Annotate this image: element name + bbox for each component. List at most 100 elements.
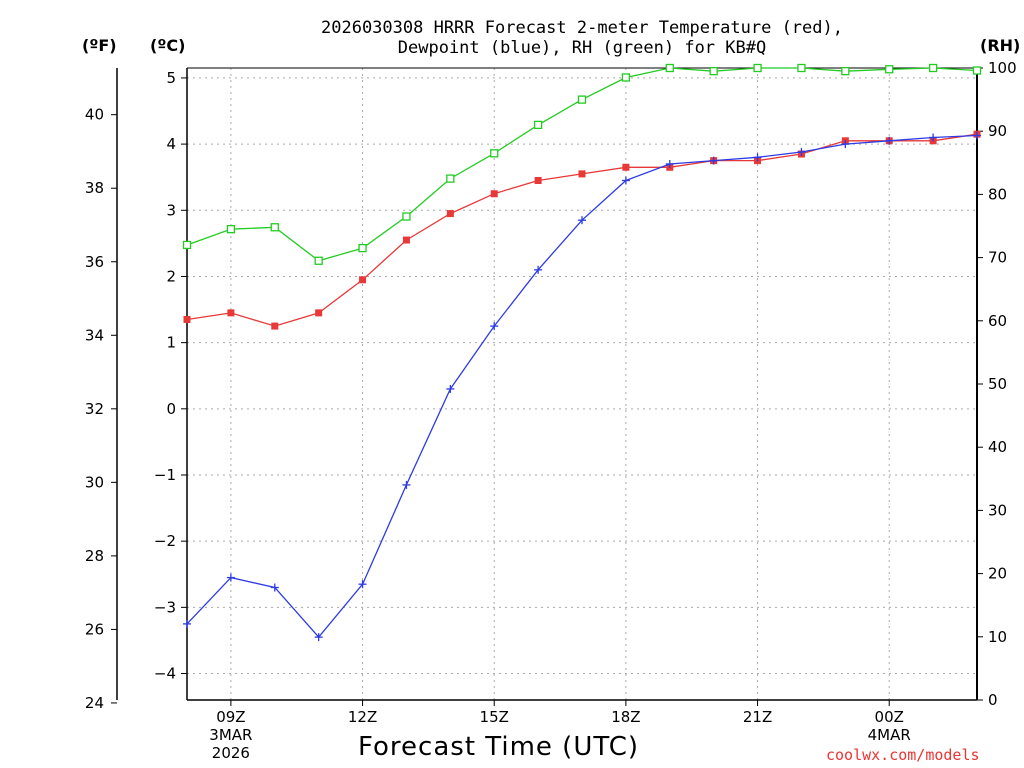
dewpoint-point (578, 216, 586, 225)
data-series (182, 63, 982, 642)
x-year-label: 2026 (212, 744, 250, 762)
chart-title-line-2: Dewpoint (blue), RH (green) for KB#Q (397, 38, 767, 58)
temperature-point (359, 276, 367, 284)
fahrenheit-tick-label: 24 (85, 694, 104, 712)
rh-tick-label: 10 (988, 628, 1007, 646)
rh-point (972, 66, 982, 75)
dewpoint-point (314, 633, 323, 642)
dewpoint-point (490, 322, 499, 331)
x-axis-title: Forecast Time (UTC) (358, 732, 640, 762)
temperature-point (446, 210, 454, 218)
fahrenheit-tick-label: 32 (85, 400, 104, 418)
rh-tick-label: 90 (988, 122, 1007, 140)
rh-point (490, 149, 499, 158)
rh-point (841, 67, 850, 76)
rh-point (577, 95, 587, 104)
rh-point (358, 243, 367, 253)
x-tick-label: 12Z (348, 708, 377, 726)
rh-point (665, 63, 674, 73)
celsius-tick-label: 3 (166, 201, 176, 219)
fahrenheit-axis-unit: (ºF) (82, 36, 117, 55)
dewpoint-point (621, 176, 630, 185)
temperature-point (622, 163, 630, 171)
temperature-point (271, 322, 279, 330)
rh-tick-label: 50 (988, 375, 1007, 393)
celsius-tick-label: −1 (154, 466, 176, 484)
fahrenheit-tick-label: 28 (85, 547, 104, 565)
dewpoint-point (183, 619, 191, 628)
temperature-point (315, 309, 323, 317)
celsius-tick-label: 1 (166, 334, 176, 352)
rh-point (797, 63, 806, 73)
temperature-point (402, 236, 410, 244)
rh-point (928, 63, 938, 73)
rh-tick-label: 30 (988, 501, 1007, 519)
chart-title-line-1: 2026030308 HRRR Forecast 2-meter Tempera… (321, 18, 843, 38)
x-date-label: 4MAR (868, 726, 911, 744)
dewpoint-point (402, 480, 411, 489)
x-tick-label: 15Z (480, 708, 509, 726)
rh-tick-label: 70 (988, 249, 1007, 267)
dewpoint-point (446, 384, 455, 393)
fahrenheit-tick-label: 40 (85, 106, 104, 124)
rh-point (709, 67, 718, 76)
axes (116, 67, 978, 701)
dewpoint-point (797, 148, 806, 157)
rh-point (533, 120, 543, 130)
rh-point (270, 223, 279, 232)
rh-tick-label: 60 (988, 312, 1007, 330)
rh-point (446, 174, 455, 183)
rh-point (402, 212, 411, 221)
dewpoint-point (753, 153, 762, 162)
temperature-point (183, 315, 191, 323)
rh-point (753, 63, 762, 73)
fahrenheit-tick-label: 30 (85, 473, 104, 491)
rh-point (226, 225, 236, 234)
celsius-tick-label: −3 (154, 598, 176, 616)
temperature-point (490, 190, 498, 198)
x-tick-label: 00Z (875, 708, 904, 726)
rh-tick-label: 0 (988, 691, 998, 709)
temperature-line (186, 133, 978, 327)
rh-tick-label: 20 (988, 565, 1007, 583)
grid-lines (187, 68, 977, 700)
rh-tick-label: 100 (988, 59, 1017, 77)
temperature-point (578, 170, 586, 178)
dewpoint-point (929, 133, 938, 142)
fahrenheit-tick-label: 26 (85, 620, 104, 638)
x-tick-label: 21Z (743, 708, 772, 726)
dewpoint-point (885, 136, 894, 145)
rh-axis-unit: (RH) (980, 36, 1021, 55)
temperature-point (227, 309, 235, 317)
rh-point (314, 256, 323, 265)
x-tick-label: 18Z (611, 708, 640, 726)
fahrenheit-tick-label: 38 (85, 179, 104, 197)
rh-tick-label: 40 (988, 438, 1007, 456)
rh-tick-label: 80 (988, 185, 1007, 203)
celsius-tick-label: 4 (166, 135, 176, 153)
celsius-tick-label: 5 (166, 69, 176, 87)
x-date-label: 3MAR (209, 726, 252, 744)
dewpoint-point (534, 265, 543, 274)
dewpoint-point (973, 131, 981, 140)
dewpoint-point (709, 156, 718, 165)
fahrenheit-tick-label: 36 (85, 253, 104, 271)
rh-point (885, 65, 894, 74)
rh-point (182, 240, 192, 250)
credit-link[interactable]: coolwx.com/models (826, 746, 980, 764)
celsius-tick-label: 2 (166, 267, 176, 285)
fahrenheit-tick-label: 34 (85, 326, 104, 344)
dewpoint-point (665, 159, 674, 168)
celsius-tick-label: 0 (166, 400, 176, 418)
x-tick-label: 09Z (216, 708, 245, 726)
dewpoint-point (358, 580, 367, 589)
dewpoint-point (270, 583, 279, 592)
celsius-axis-unit: (ºC) (150, 36, 186, 55)
axis-ticks: −4−3−2−101234524262830323436384001020304… (85, 59, 1017, 762)
celsius-tick-label: −2 (154, 532, 176, 550)
celsius-tick-label: −4 (154, 665, 176, 683)
temperature-point (534, 177, 542, 185)
dewpoint-point (841, 140, 850, 149)
dewpoint-point (226, 573, 235, 582)
